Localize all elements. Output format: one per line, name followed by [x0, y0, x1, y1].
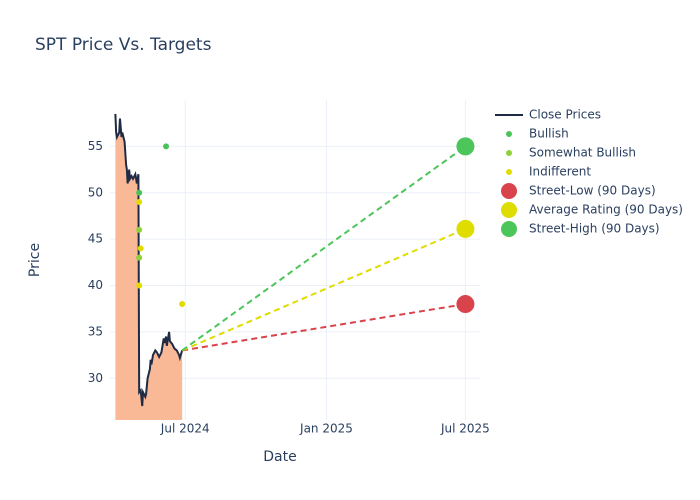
target-marker: [456, 137, 475, 156]
legend-label: Street-High (90 Days): [529, 222, 660, 236]
grid: [110, 100, 480, 420]
legend-label: Bullish: [529, 127, 569, 141]
legend-label: Indifferent: [529, 165, 591, 179]
y-tick-label: 40: [88, 278, 103, 292]
y-axis-title: Price: [27, 243, 43, 277]
target-marker: [456, 295, 475, 314]
rating-point: [179, 301, 186, 308]
y-tick-label: 55: [88, 139, 103, 153]
legend-symbol: [501, 183, 517, 199]
legend-symbol: [506, 131, 512, 137]
legend-symbol: [501, 202, 517, 218]
legend-symbol: [506, 169, 512, 175]
chart-title: SPT Price Vs. Targets: [35, 35, 212, 55]
price-line: [114, 113, 184, 407]
x-tick-label: Jan 2025: [299, 422, 353, 436]
legend-label: Somewhat Bullish: [529, 146, 636, 160]
target-marker: [456, 219, 475, 238]
rating-point: [136, 254, 143, 261]
legend-label: Street-Low (90 Days): [529, 184, 656, 198]
target-line: [181, 303, 466, 352]
x-tick-label: Jul 2024: [160, 422, 210, 436]
legend-label: Close Prices: [529, 108, 601, 122]
legend-label: Average Rating (90 Days): [529, 203, 683, 217]
legend-symbol: [506, 150, 512, 156]
y-tick-label: 30: [88, 371, 103, 385]
y-tick-label: 50: [88, 185, 103, 199]
x-axis-title: Date: [263, 449, 296, 465]
legend-symbol: [501, 221, 517, 237]
rating-point: [136, 226, 143, 233]
x-tick-label: Jul 2025: [440, 422, 490, 436]
rating-point: [136, 282, 143, 289]
y-tick-label: 35: [88, 324, 103, 338]
target-line: [181, 145, 466, 352]
rating-point: [163, 143, 170, 150]
area-fill: [115, 113, 183, 421]
y-tick-label: 45: [88, 232, 103, 246]
target-line: [181, 228, 466, 352]
rating-point: [136, 189, 143, 196]
rating-point: [136, 199, 143, 206]
rating-point: [137, 245, 144, 252]
